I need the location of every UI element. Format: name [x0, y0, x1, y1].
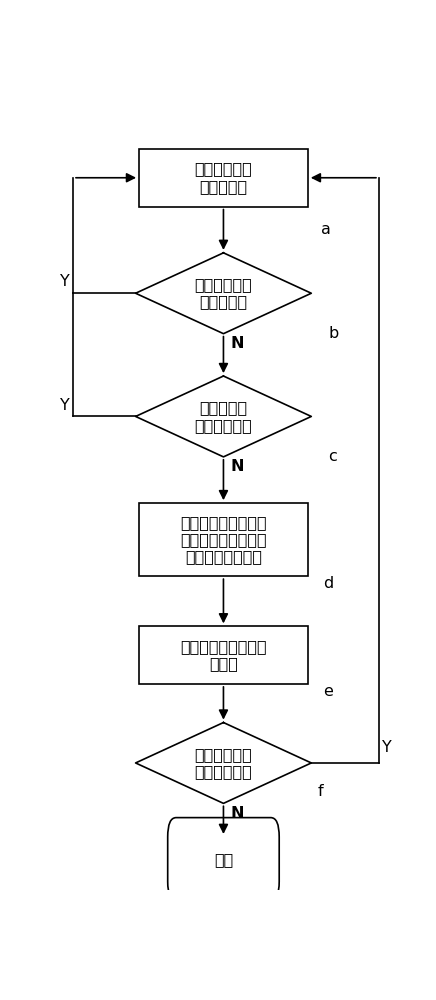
Text: a: a — [321, 222, 331, 237]
Text: Y: Y — [60, 274, 70, 289]
Text: Y: Y — [60, 398, 70, 413]
Text: 结束: 结束 — [214, 852, 233, 867]
FancyBboxPatch shape — [139, 503, 308, 576]
Text: N: N — [230, 806, 244, 821]
Text: b: b — [328, 326, 338, 341]
Text: f: f — [318, 784, 324, 799]
Text: 将源文件添加到历史
数据库: 将源文件添加到历史 数据库 — [180, 639, 267, 671]
Text: d: d — [323, 576, 334, 591]
Text: 读取项目中的
一个源文件: 读取项目中的 一个源文件 — [194, 162, 252, 194]
FancyBboxPatch shape — [168, 818, 279, 901]
Text: 逐行解析源代码，并
根据解析结果和日志
文件注入日志信息: 逐行解析源代码，并 根据解析结果和日志 文件注入日志信息 — [180, 515, 267, 565]
Text: c: c — [328, 449, 337, 464]
FancyBboxPatch shape — [139, 149, 308, 207]
FancyBboxPatch shape — [139, 626, 308, 684]
Text: 源文件是否
已经注入日志: 源文件是否 已经注入日志 — [194, 400, 252, 433]
Text: Y: Y — [382, 740, 392, 755]
Text: 项目中是否有
下一个源文件: 项目中是否有 下一个源文件 — [194, 747, 252, 779]
Text: N: N — [230, 336, 244, 351]
Text: N: N — [230, 459, 244, 474]
Text: 源文件是否在
忽略名单中: 源文件是否在 忽略名单中 — [194, 277, 252, 309]
Text: e: e — [323, 684, 333, 699]
